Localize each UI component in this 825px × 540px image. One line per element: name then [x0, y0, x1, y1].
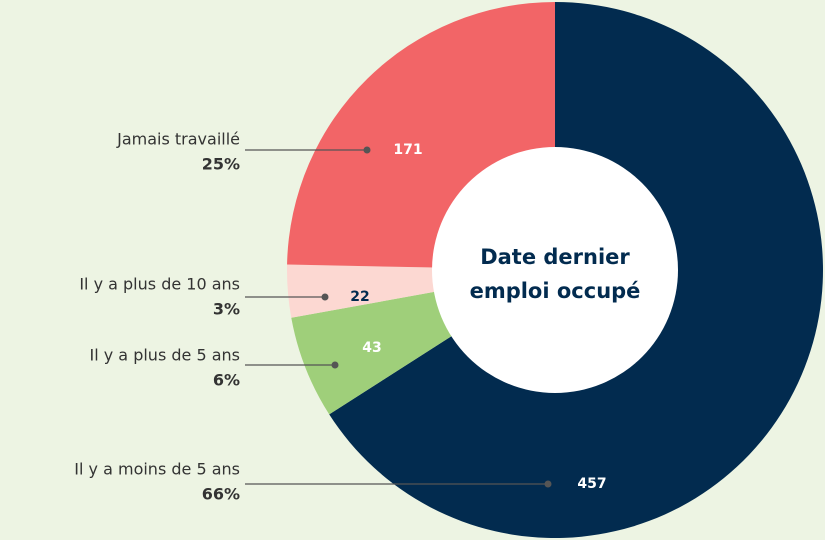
percent-label: 6% — [213, 371, 240, 390]
percent-label: 25% — [202, 155, 240, 174]
callout-dot — [363, 146, 371, 154]
donut-hole — [432, 147, 678, 393]
slices — [286, 2, 823, 539]
value-label: 22 — [350, 289, 369, 305]
category-label: Il y a plus de 10 ans — [79, 275, 240, 294]
category-label: Il y a plus de 5 ans — [90, 346, 241, 365]
chart-title: Date dernier emploi occupé — [470, 245, 641, 303]
donut-slice — [291, 291, 454, 415]
donut-slice — [286, 264, 437, 318]
value-label: 43 — [362, 340, 381, 356]
callout-dot — [331, 361, 339, 369]
category-label: Il y a moins de 5 ans — [74, 460, 240, 479]
donut-slice — [329, 2, 823, 539]
donut-slice — [287, 2, 555, 268]
value-label: 457 — [577, 476, 606, 492]
percent-label: 66% — [202, 485, 240, 504]
callout-dot — [544, 480, 552, 488]
callout-dot — [321, 293, 329, 301]
category-label: Jamais travaillé — [116, 130, 240, 149]
percent-label: 3% — [213, 300, 240, 319]
value-label: 171 — [393, 142, 422, 158]
